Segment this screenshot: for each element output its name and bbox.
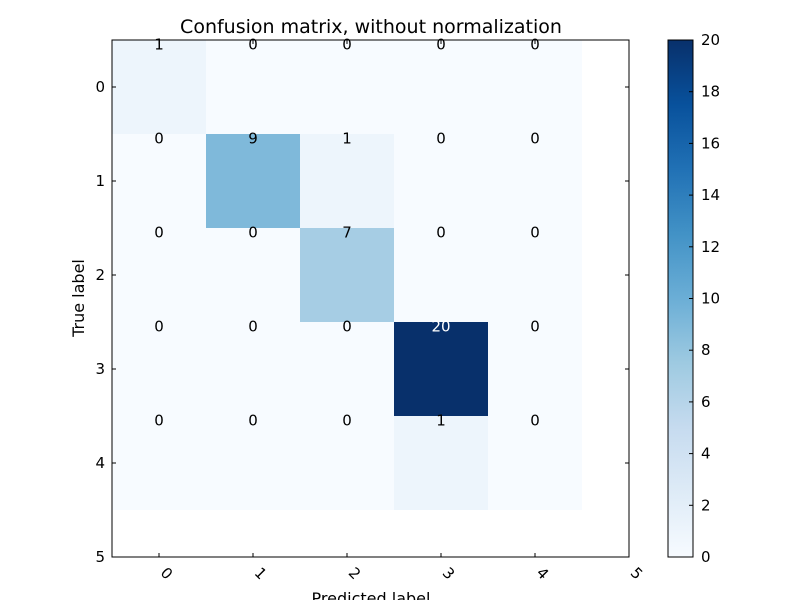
heatmap-cell [394, 228, 488, 322]
cell-value-label: 0 [154, 224, 164, 242]
y-tick-label: 4 [95, 454, 105, 472]
heatmap-cell [300, 416, 394, 510]
cell-value-label: 0 [342, 36, 352, 54]
heatmap-cell [206, 40, 300, 134]
heatmap-cell [112, 40, 206, 134]
heatmap-cell [112, 134, 206, 228]
cell-value-label: 0 [154, 412, 164, 430]
heatmap-cell [488, 322, 582, 416]
y-tick-label: 3 [95, 360, 105, 378]
heatmap-cell [300, 134, 394, 228]
heatmap-cell [394, 322, 488, 416]
chart-title: Confusion matrix, without normalization [180, 16, 562, 38]
cell-value-label: 0 [342, 412, 352, 430]
heatmap-cell [112, 228, 206, 322]
heatmap-cell [394, 40, 488, 134]
cell-value-label: 20 [431, 318, 450, 336]
heatmap-cell [300, 322, 394, 416]
heatmap-cell [206, 134, 300, 228]
cell-value-label: 0 [248, 36, 258, 54]
x-tick-label: 0 [157, 564, 176, 583]
y-tick-label: 0 [95, 78, 105, 96]
x-tick-label: 3 [439, 564, 458, 583]
cell-value-label: 0 [530, 224, 540, 242]
cell-value-label: 1 [342, 130, 352, 148]
heatmap-cell [394, 416, 488, 510]
colorbar-tick-label: 6 [701, 393, 711, 411]
heatmap-cell-labels: 1 0 0 0 0 0 9 1 0 0 0 0 7 0 0 0 0 0 20 0 0 0 0 1 0 [154, 36, 540, 430]
heatmap-cell [112, 416, 206, 510]
heatmap-cell [206, 228, 300, 322]
heatmap-cell [488, 416, 582, 510]
heatmap-cell [206, 322, 300, 416]
cell-value-label: 0 [248, 224, 258, 242]
cell-value-label: 0 [248, 318, 258, 336]
colorbar-tick-label: 12 [701, 238, 720, 256]
colorbar-tick-label: 8 [701, 341, 711, 359]
y-axis-ticks: 0 1 2 3 4 5 [95, 78, 629, 566]
y-axis-label: True label [69, 259, 88, 338]
cell-value-label: 0 [342, 318, 352, 336]
heatmap-cells [112, 40, 582, 510]
cell-value-label: 9 [248, 130, 258, 148]
cell-value-label: 0 [436, 36, 446, 54]
x-tick-label: 2 [345, 564, 364, 583]
cell-value-label: 0 [530, 130, 540, 148]
heatmap-cell [112, 322, 206, 416]
cell-value-label: 0 [436, 224, 446, 242]
y-tick-label: 2 [95, 266, 105, 284]
cell-value-label: 7 [342, 224, 352, 242]
cell-value-label: 0 [530, 36, 540, 54]
plot-frame [111, 39, 630, 558]
cell-value-label: 1 [154, 36, 164, 54]
colorbar-tick-label: 20 [701, 31, 720, 49]
cell-value-label: 0 [248, 412, 258, 430]
cell-value-label: 0 [436, 130, 446, 148]
colorbar-tick-label: 4 [701, 445, 711, 463]
colorbar-tick-label: 18 [701, 83, 720, 101]
heatmap-cell [488, 40, 582, 134]
y-tick-label: 5 [95, 548, 105, 566]
heatmap-cell [300, 40, 394, 134]
cell-value-label: 0 [154, 130, 164, 148]
x-tick-label: 4 [533, 564, 552, 583]
cell-value-label: 0 [530, 412, 540, 430]
cell-value-label: 1 [436, 412, 446, 430]
heatmap-cell [206, 416, 300, 510]
x-axis-label: Predicted label [312, 589, 431, 600]
cell-value-label: 0 [154, 318, 164, 336]
colorbar-tick-label: 10 [701, 290, 720, 308]
cell-value-label: 0 [530, 318, 540, 336]
colorbar-ticks: 0 2 4 6 8 10 12 14 16 18 20 [689, 31, 720, 566]
heatmap-cell [488, 134, 582, 228]
colorbar-tick-label: 14 [701, 186, 720, 204]
y-tick-label: 1 [95, 172, 105, 190]
heatmap-cell [488, 228, 582, 322]
colorbar-tick-label: 16 [701, 134, 720, 152]
heatmap-cell [394, 134, 488, 228]
colorbar-tick-label: 2 [701, 496, 711, 514]
x-tick-label: 1 [251, 564, 270, 583]
heatmap-cell [300, 228, 394, 322]
x-tick-label: 5 [627, 564, 646, 583]
colorbar-tick-label: 0 [701, 548, 711, 566]
